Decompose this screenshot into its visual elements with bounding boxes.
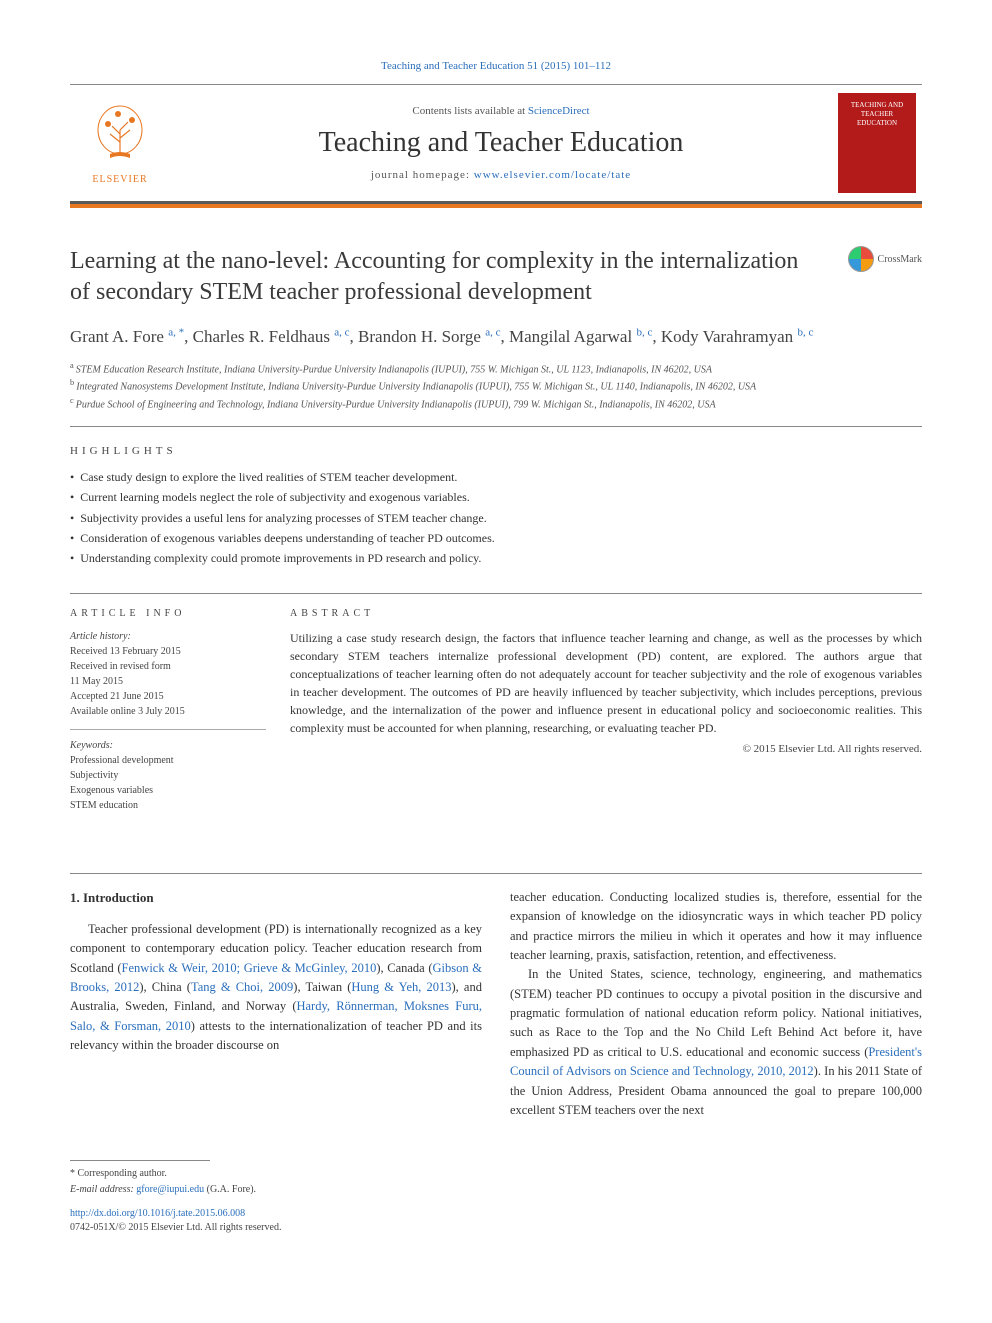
abstract-copyright: © 2015 Elsevier Ltd. All rights reserved… — [290, 743, 922, 755]
abstract-text: Utilizing a case study research design, … — [290, 629, 922, 737]
running-head-citation: Teaching and Teacher Education 51 (2015)… — [70, 60, 922, 72]
page-footer: * Corresponding author. E-mail address: … — [70, 1160, 922, 1235]
intro-para-1: Teacher professional development (PD) is… — [70, 920, 482, 1056]
cover-image: TEACHING AND TEACHER EDUCATION — [838, 93, 916, 193]
crossmark-icon — [848, 246, 874, 272]
elsevier-tree-icon — [90, 102, 150, 172]
email-line: E-mail address: gfore@iupui.edu (G.A. Fo… — [70, 1183, 922, 1197]
crossmark-badge[interactable]: CrossMark — [848, 246, 922, 272]
email-label: E-mail address: — [70, 1184, 136, 1195]
article-info-heading: article info — [70, 608, 266, 619]
journal-cover-thumb: TEACHING AND TEACHER EDUCATION — [832, 85, 922, 201]
highlights-list: Case study design to explore the lived r… — [70, 467, 922, 569]
email-attribution: (G.A. Fore). — [204, 1184, 256, 1195]
history-label: Article history: — [70, 629, 266, 644]
intro-para-1-cont: teacher education. Conducting localized … — [510, 888, 922, 966]
keywords-label: Keywords: — [70, 740, 266, 751]
doi-link[interactable]: http://dx.doi.org/10.1016/j.tate.2015.06… — [70, 1207, 922, 1221]
journal-name: Teaching and Teacher Education — [170, 127, 832, 159]
homepage-prefix: journal homepage: — [371, 169, 474, 181]
sciencedirect-link[interactable]: ScienceDirect — [528, 105, 590, 117]
publisher-logo: ELSEVIER — [70, 85, 170, 201]
corresponding-email-link[interactable]: gfore@iupui.edu — [136, 1184, 204, 1195]
article-history: Article history: Received 13 February 20… — [70, 629, 266, 730]
body-column-left: 1. Introduction Teacher professional dev… — [70, 888, 482, 1121]
issn-copyright: 0742-051X/© 2015 Elsevier Ltd. All right… — [70, 1221, 922, 1235]
highlight-item: Consideration of exogenous variables dee… — [70, 528, 922, 548]
contents-available-line: Contents lists available at ScienceDirec… — [170, 105, 832, 117]
highlight-item: Current learning models neglect the role… — [70, 487, 922, 507]
article-info-column: article info Article history: Received 1… — [70, 608, 290, 813]
corresponding-author-note: * Corresponding author. — [70, 1167, 922, 1181]
highlight-item: Understanding complexity could promote i… — [70, 548, 922, 568]
article-title: Learning at the nano-level: Accounting f… — [70, 246, 810, 308]
header-accent-bar — [70, 204, 922, 208]
highlight-item: Subjectivity provides a useful lens for … — [70, 508, 922, 528]
affiliations-block: a STEM Education Research Institute, Ind… — [70, 360, 922, 412]
body-column-right: teacher education. Conducting localized … — [510, 888, 922, 1121]
highlight-item: Case study design to explore the lived r… — [70, 467, 922, 487]
intro-para-2: In the United States, science, technolog… — [510, 965, 922, 1120]
publisher-name: ELSEVIER — [92, 174, 147, 185]
abstract-heading: abstract — [290, 608, 922, 619]
journal-header: ELSEVIER Contents lists available at Sci… — [70, 84, 922, 204]
highlights-heading: highlights — [70, 445, 922, 457]
author-list: Grant A. Fore a, *, Charles R. Feldhaus … — [70, 324, 922, 350]
keywords-list: Professional developmentSubjectivityExog… — [70, 753, 266, 813]
journal-homepage-link[interactable]: www.elsevier.com/locate/tate — [474, 169, 631, 181]
section-1-heading: 1. Introduction — [70, 888, 482, 908]
journal-homepage-line: journal homepage: www.elsevier.com/locat… — [170, 169, 832, 181]
crossmark-label: CrossMark — [878, 254, 922, 265]
contents-prefix: Contents lists available at — [412, 105, 527, 117]
